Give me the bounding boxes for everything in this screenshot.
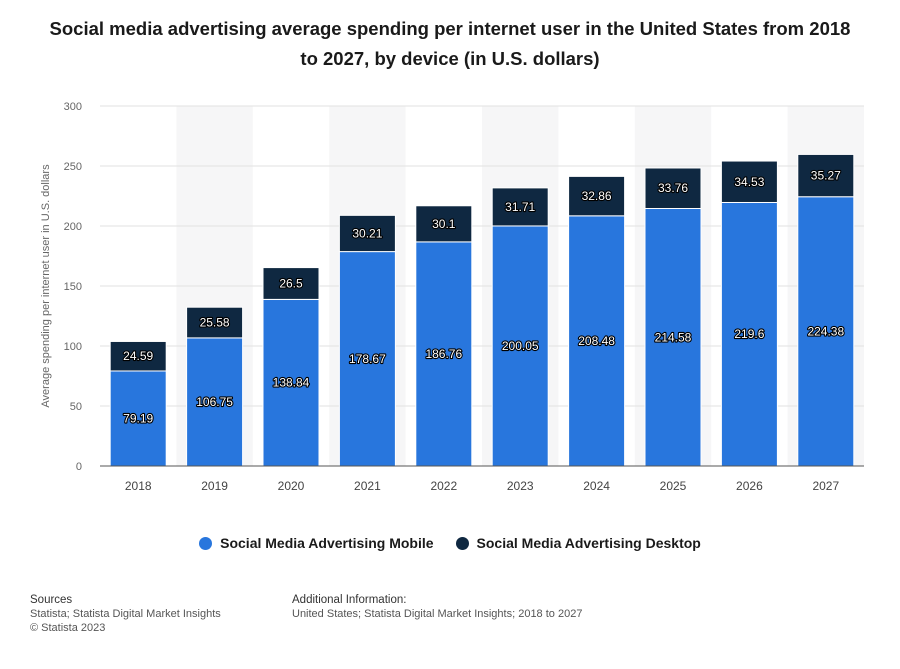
x-tick-label: 2022 — [430, 479, 457, 493]
data-label-desktop: 32.86 — [582, 189, 612, 203]
bar-mobile — [338, 251, 396, 467]
bar-mobile — [109, 370, 167, 467]
legend-label-mobile: Social Media Advertising Mobile — [220, 535, 434, 551]
data-label-mobile: 106.75 — [196, 395, 233, 409]
additional-info-line: United States; Statista Digital Market I… — [292, 608, 583, 620]
chart-legend: Social Media Advertising Mobile Social M… — [0, 535, 900, 551]
data-label-mobile: 208.48 — [578, 334, 615, 348]
x-tick-label: 2023 — [507, 479, 534, 493]
bar-desktop — [797, 153, 855, 198]
y-tick-label: 0 — [76, 461, 82, 473]
bar-desktop — [109, 340, 167, 372]
sources-block: Sources Statista; Statista Digital Marke… — [30, 593, 221, 635]
additional-info-heading[interactable]: Additional Information: — [292, 594, 407, 606]
legend-item-mobile[interactable]: Social Media Advertising Mobile — [199, 535, 434, 551]
legend-label-desktop: Social Media Advertising Desktop — [476, 535, 701, 551]
data-label-mobile: 214.58 — [655, 330, 692, 344]
x-tick-label: 2025 — [660, 479, 687, 493]
bar-mobile — [415, 241, 473, 467]
bar-desktop — [491, 187, 549, 227]
data-label-desktop: 34.53 — [734, 175, 764, 189]
bar-mobile — [568, 215, 626, 467]
data-label-desktop: 30.21 — [352, 226, 382, 240]
y-tick-label: 250 — [64, 161, 82, 173]
data-label-desktop: 30.1 — [432, 217, 456, 231]
data-label-desktop: 35.27 — [811, 169, 841, 183]
stacked-bar-chart: 0 50 100 150 200 250 300 Average spending per i… — [40, 101, 864, 493]
data-label-mobile: 219.6 — [734, 327, 764, 341]
bar-mobile — [797, 196, 855, 467]
legend-swatch-mobile — [199, 536, 213, 550]
bar-mobile — [644, 208, 702, 467]
data-label-mobile: 224.38 — [807, 324, 844, 338]
x-tick-label: 2018 — [125, 479, 152, 493]
y-tick-label: 50 — [70, 401, 82, 413]
y-tick-label: 100 — [64, 341, 82, 353]
bar-desktop — [644, 167, 702, 210]
bar-mobile — [720, 201, 778, 467]
legend-swatch-desktop — [455, 536, 469, 550]
y-axis-title: Average spending per internet user in U.… — [40, 164, 52, 408]
bar-desktop — [415, 205, 473, 243]
x-tick-label: 2026 — [736, 479, 763, 493]
y-tick-label: 300 — [64, 101, 82, 113]
x-tick-label: 2024 — [583, 479, 610, 493]
bar-mobile — [186, 337, 244, 467]
data-label-mobile: 186.76 — [425, 347, 462, 361]
bar-desktop — [568, 175, 626, 217]
data-label-desktop: 24.59 — [123, 349, 153, 363]
bar-desktop — [338, 214, 396, 253]
legend-item-desktop[interactable]: Social Media Advertising Desktop — [455, 535, 701, 551]
data-label-desktop: 25.58 — [200, 316, 230, 330]
x-tick-label: 2027 — [812, 479, 839, 493]
bar-desktop — [186, 306, 244, 339]
copyright-line: © Statista 2023 — [30, 622, 106, 634]
chart-title: Social media advertising average spendin… — [49, 18, 851, 69]
bar-mobile — [491, 225, 549, 467]
data-label-mobile: 200.05 — [502, 339, 539, 353]
data-label-mobile: 79.19 — [123, 411, 153, 425]
data-label-desktop: 33.76 — [658, 181, 688, 195]
y-tick-label: 200 — [64, 221, 82, 233]
data-label-mobile: 138.84 — [273, 376, 310, 390]
data-label-mobile: 178.67 — [349, 352, 386, 366]
y-tick-label: 150 — [64, 281, 82, 293]
additional-info-block: Additional Information: United States; S… — [292, 593, 582, 621]
x-tick-label: 2019 — [201, 479, 228, 493]
data-label-desktop: 26.5 — [279, 276, 303, 290]
bar-desktop — [262, 267, 320, 300]
x-tick-label: 2020 — [278, 479, 305, 493]
sources-line[interactable]: Statista; Statista Digital Market Insigh… — [30, 608, 221, 620]
bar-desktop — [720, 160, 778, 203]
data-label-desktop: 31.71 — [505, 200, 535, 214]
x-tick-label: 2021 — [354, 479, 381, 493]
sources-heading: Sources — [30, 594, 73, 606]
